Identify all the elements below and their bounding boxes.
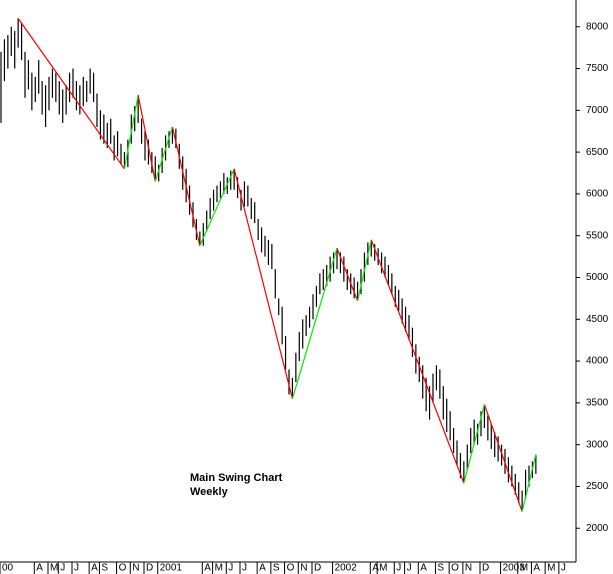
y-tick-label: 5500 (586, 230, 609, 241)
x-tick-label: O (287, 563, 295, 574)
x-tick-label: S (101, 563, 108, 574)
y-tick-label: 3500 (586, 398, 609, 409)
x-tick-label: N (300, 563, 307, 574)
y-tick-label: 4500 (586, 314, 609, 325)
y-tick-label: 3000 (586, 439, 609, 450)
y-tick-label: 5000 (586, 272, 609, 283)
x-tick-label: J (561, 563, 566, 574)
x-tick-label: A (36, 563, 43, 574)
x-tick-label: 00 (2, 563, 14, 574)
x-tick-label: A (372, 563, 379, 574)
x-tick-label: J (396, 563, 401, 574)
x-tick-label: J (242, 563, 247, 574)
swing-line (483, 404, 523, 512)
x-tick-label: A (91, 563, 98, 574)
y-tick-label: 2500 (586, 481, 609, 492)
swing-line (521, 454, 537, 512)
x-tick-label: J (60, 563, 65, 574)
x-tick-label: D (314, 563, 321, 574)
x-tick-label: O (451, 563, 459, 574)
y-tick-label: 4000 (586, 356, 609, 367)
y-tick-label: 6500 (586, 147, 609, 158)
x-tick-label: A (533, 563, 540, 574)
y-tick-label: 7500 (586, 63, 609, 74)
swing-line (356, 239, 372, 302)
annotation: Weekly (190, 486, 229, 498)
x-tick-label: S (437, 563, 444, 574)
x-tick-label: A (420, 563, 427, 574)
x-tick-label: D (482, 563, 489, 574)
x-tick-label: M (520, 563, 528, 574)
x-tick-label: 2001 (160, 563, 183, 574)
x-tick-label: 2002 (335, 563, 358, 574)
x-tick-label: D (146, 563, 153, 574)
swing-line (199, 168, 235, 246)
x-tick-label: 2003 (503, 563, 526, 574)
x-tick-label: S (273, 563, 280, 574)
swing-line (463, 404, 486, 484)
x-tick-label: J (407, 563, 412, 574)
swing-line (171, 126, 201, 246)
x-tick-label: M (547, 563, 555, 574)
swing-line (336, 248, 359, 302)
swing-line (233, 168, 294, 399)
x-tick-label: N (132, 563, 139, 574)
swing-line (123, 95, 139, 169)
swing-line (291, 248, 338, 399)
x-tick-label: J (228, 563, 233, 574)
swing-line (154, 126, 174, 182)
y-tick-label: 7000 (586, 105, 609, 116)
swing-line (370, 239, 465, 484)
x-tick-label: O (119, 563, 127, 574)
swing-line (17, 18, 125, 170)
x-tick-label: J (74, 563, 79, 574)
y-tick-label: 2000 (586, 523, 609, 534)
y-tick-label: 8000 (586, 21, 609, 32)
x-tick-label: M (215, 563, 223, 574)
x-tick-label: N (465, 563, 472, 574)
x-tick-label: A (259, 563, 266, 574)
x-tick-label: M (379, 563, 387, 574)
x-tick-label: M (50, 563, 58, 574)
y-tick-label: 6000 (586, 189, 609, 200)
annotation: Main Swing Chart (190, 472, 283, 484)
swing-line (137, 95, 156, 182)
x-tick-label: A (204, 563, 211, 574)
